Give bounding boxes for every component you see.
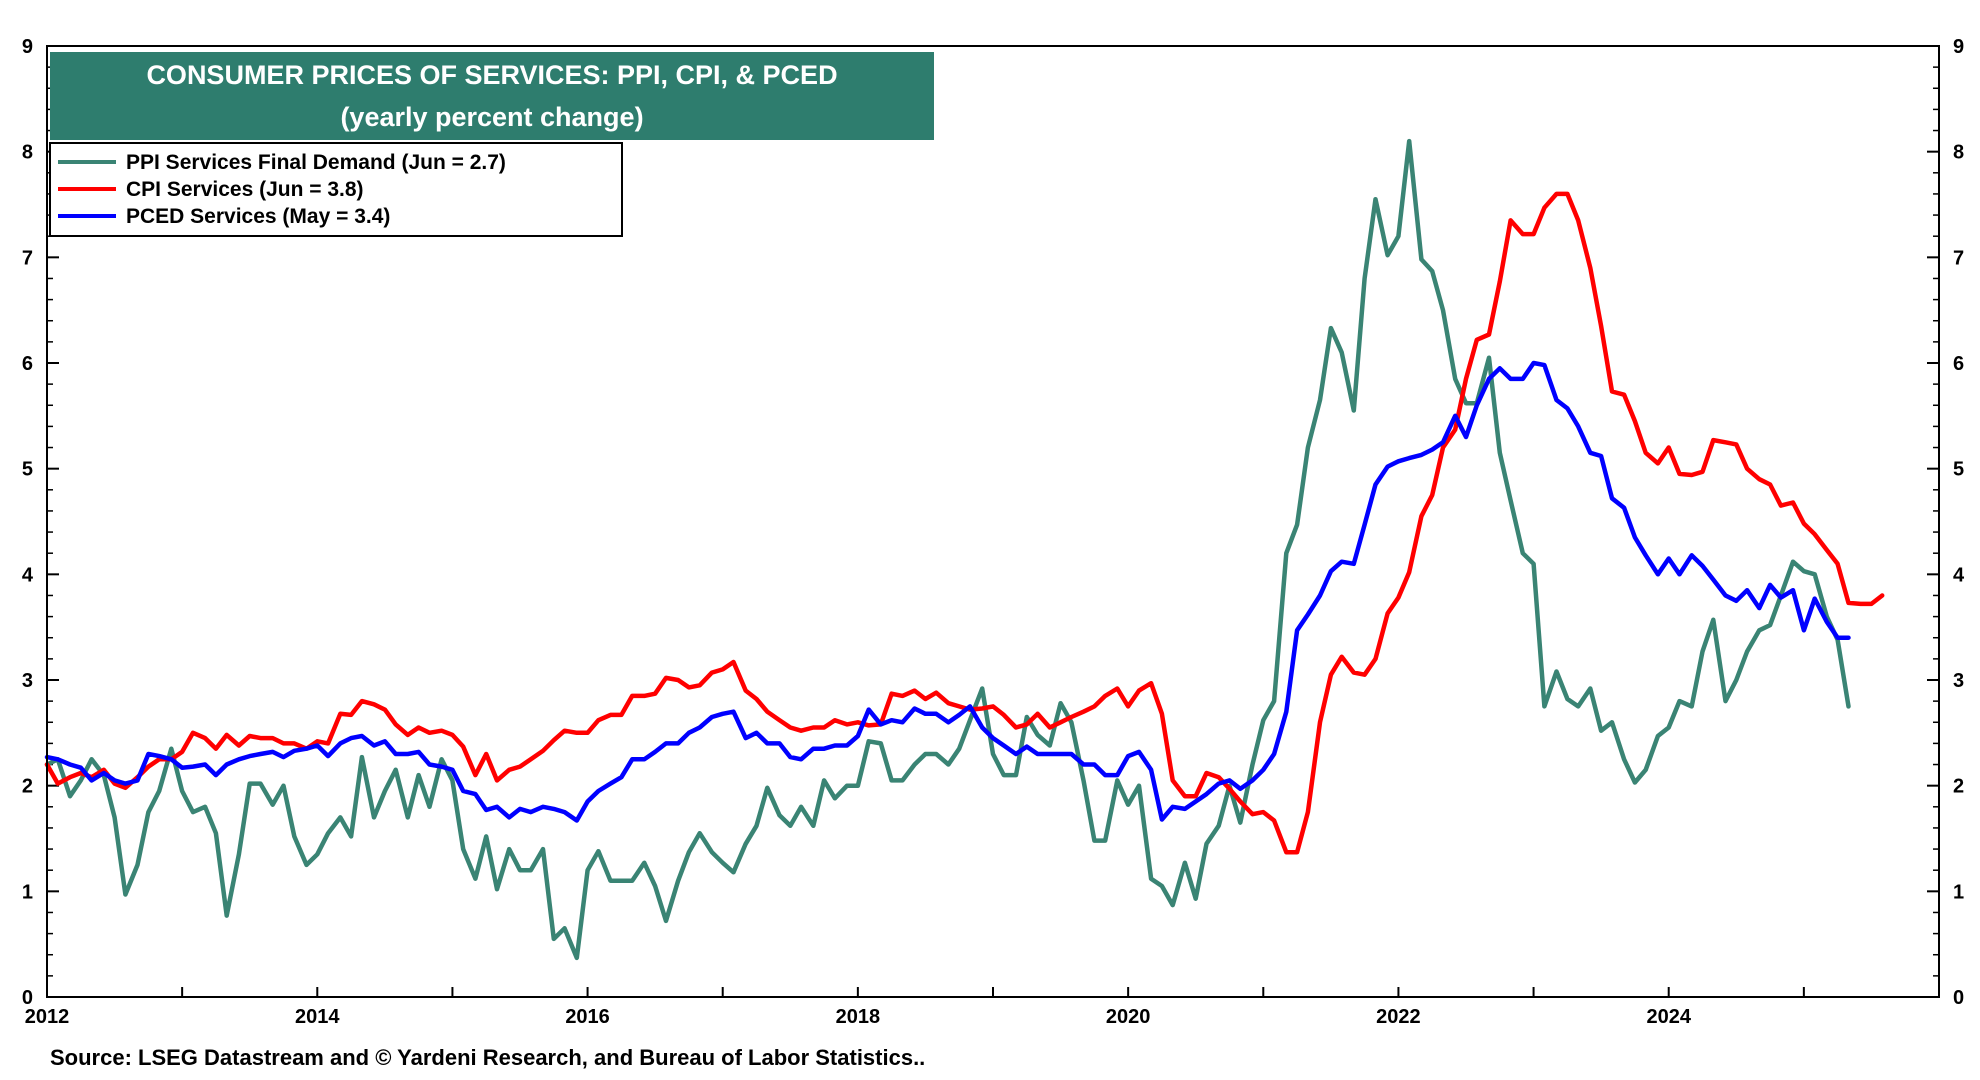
y-tick-label-right: 9 bbox=[1953, 36, 1964, 58]
y-tick-label-left: 1 bbox=[22, 881, 33, 903]
y-tick-label-left: 0 bbox=[22, 987, 33, 1009]
legend-label-pced: PCED Services (May = 3.4) bbox=[126, 205, 390, 228]
series-layer bbox=[44, 138, 1885, 961]
y-tick-label-left: 5 bbox=[22, 459, 33, 481]
plot-frame bbox=[46, 45, 1940, 998]
y-tick-label-right: 4 bbox=[1953, 564, 1965, 586]
y-tick-label-right: 1 bbox=[1953, 881, 1964, 903]
legend-box bbox=[49, 142, 623, 237]
legend: PPI Services Final Demand (Jun = 2.7) CP… bbox=[49, 142, 623, 237]
y-tick-label-right: 8 bbox=[1953, 142, 1964, 164]
y-tick-label-right: 3 bbox=[1953, 670, 1964, 692]
source-note: Source: LSEG Datastream and © Yardeni Re… bbox=[50, 1045, 926, 1070]
y-tick-label-left: 9 bbox=[22, 36, 33, 58]
x-tick-label: 2020 bbox=[1106, 1006, 1151, 1028]
pced-services-line bbox=[44, 360, 1851, 823]
y-tick-label-left: 3 bbox=[22, 670, 33, 692]
chart-subtitle: (yearly percent change) bbox=[340, 102, 643, 132]
axes: 0 0 1 1 2 2 3 3 4 4 5 5 6 6 7 7 8 8 9 9 2012 2014 2016 2018 2020… bbox=[22, 36, 1965, 1028]
y-tick-label-right: 7 bbox=[1953, 247, 1964, 269]
x-tick-label: 2014 bbox=[295, 1006, 340, 1028]
ppi-services-line bbox=[44, 138, 1851, 961]
x-tick-label: 2024 bbox=[1646, 1006, 1691, 1028]
y-tick-label-right: 5 bbox=[1953, 459, 1964, 481]
y-tick-label-right: 0 bbox=[1953, 987, 1964, 1009]
x-tick-label: 2012 bbox=[25, 1006, 70, 1028]
chart-title-box: CONSUMER PRICES OF SERVICES: PPI, CPI, &… bbox=[50, 52, 934, 140]
y-tick-label-left: 2 bbox=[22, 776, 33, 798]
y-tick-label-left: 6 bbox=[22, 353, 33, 375]
x-tick-label: 2018 bbox=[836, 1006, 881, 1028]
title-background bbox=[50, 52, 934, 140]
x-tick-label: 2022 bbox=[1376, 1006, 1421, 1028]
y-tick-label-right: 6 bbox=[1953, 353, 1964, 375]
y-tick-label-left: 4 bbox=[22, 564, 34, 586]
x-tick-label: 2016 bbox=[565, 1006, 610, 1028]
y-tick-label-left: 7 bbox=[22, 247, 33, 269]
legend-label-ppi: PPI Services Final Demand (Jun = 2.7) bbox=[126, 151, 506, 174]
y-tick-label-right: 2 bbox=[1953, 776, 1964, 798]
y-tick-label-left: 8 bbox=[22, 142, 33, 164]
legend-label-cpi: CPI Services (Jun = 3.8) bbox=[126, 178, 364, 201]
chart-title: CONSUMER PRICES OF SERVICES: PPI, CPI, &… bbox=[146, 60, 837, 90]
